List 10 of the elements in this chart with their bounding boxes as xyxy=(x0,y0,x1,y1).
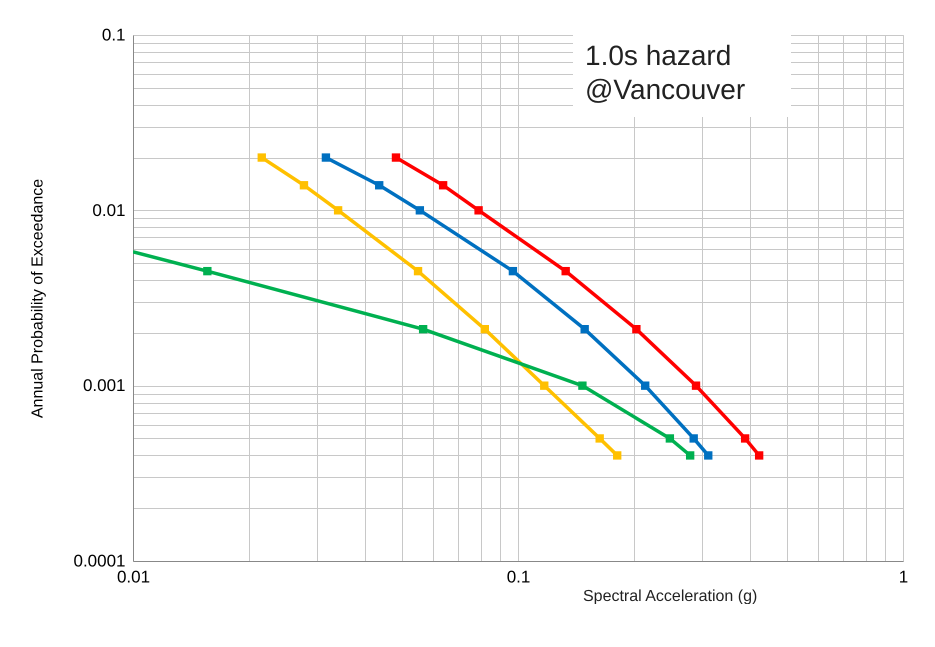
x-tick-label: 0.1 xyxy=(506,568,530,586)
y-tick-label: 0.0001 xyxy=(74,552,126,570)
annotation: 1.0s hazard @Vancouver xyxy=(585,40,746,105)
x-tick-label: 0.01 xyxy=(116,568,150,586)
y-tick-label: 0.001 xyxy=(82,376,126,396)
y-axis-title: Annual Probability of Exceedance xyxy=(30,178,47,418)
x-axis-title: Spectral Acceleration (g) xyxy=(583,588,758,605)
y-tick-label: 0.01 xyxy=(92,200,126,220)
y-tick-label: 0.1 xyxy=(102,26,126,44)
x-tick-label: 1 xyxy=(898,568,908,586)
